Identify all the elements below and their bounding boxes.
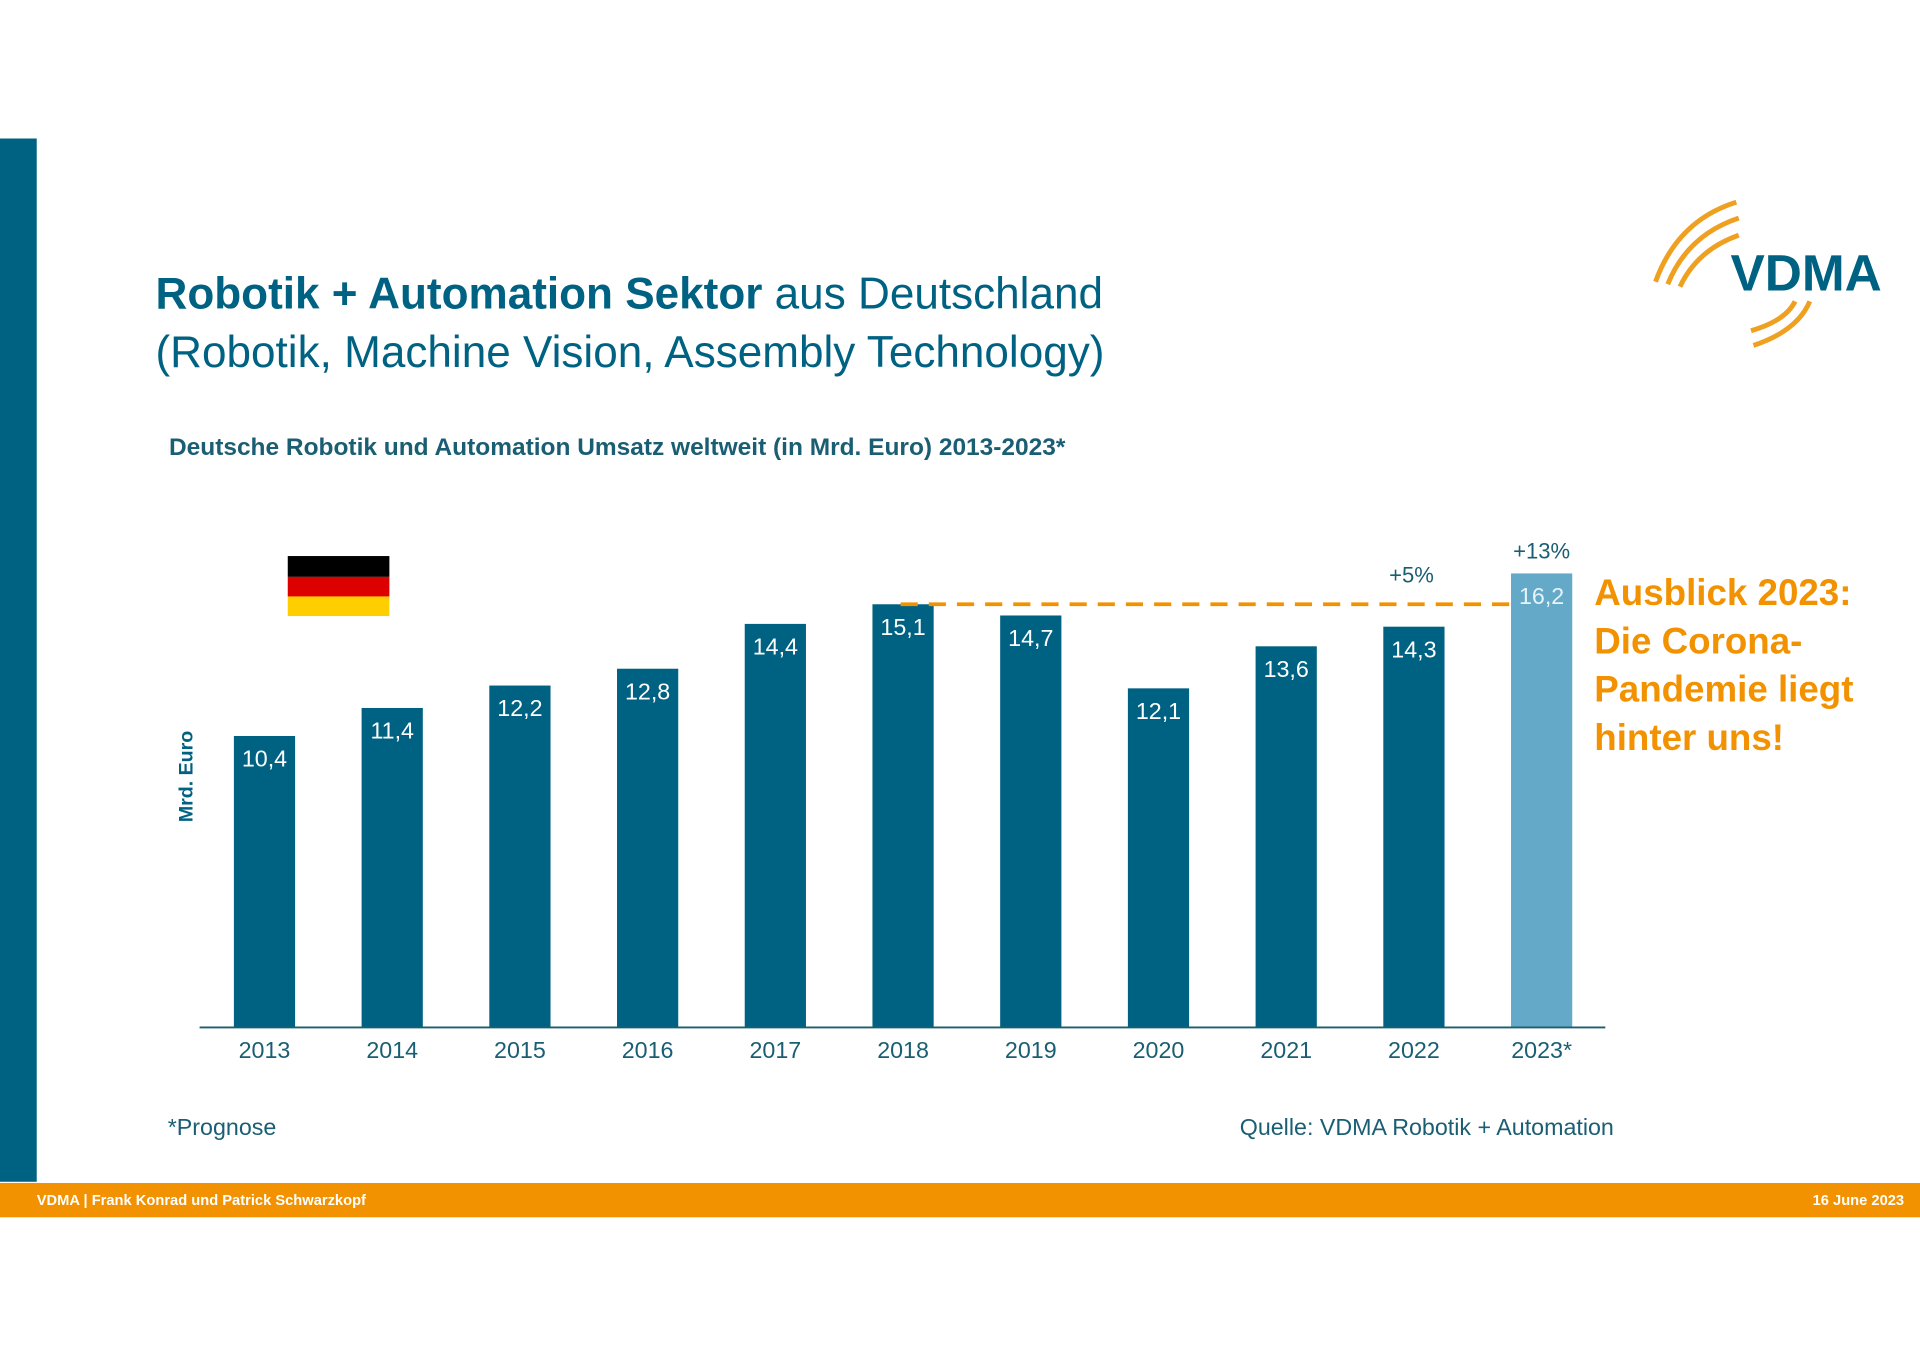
bar	[1383, 626, 1445, 1028]
logo-arc	[1752, 300, 1813, 348]
x-tick-label: 2019	[1005, 1037, 1057, 1063]
value-label: 12,2	[497, 695, 542, 721]
logo	[1653, 199, 1813, 348]
source: Quelle: VDMA Robotik + Automation	[1240, 1114, 1614, 1140]
value-label: 15,1	[880, 614, 925, 640]
x-tick-label: 2013	[239, 1037, 291, 1063]
value-label: 14,7	[1008, 625, 1053, 651]
value-label: 14,3	[1391, 636, 1436, 662]
flag-stripe	[287, 576, 390, 597]
footer-right: 16 June 2023	[1813, 1193, 1904, 1209]
outlook-text: Die Corona-	[1594, 620, 1802, 661]
bar	[1127, 688, 1190, 1028]
footer-bar	[0, 1182, 1920, 1218]
bar	[1000, 615, 1062, 1028]
y-axis-label: Mrd. Euro	[176, 731, 198, 822]
bar	[872, 604, 934, 1028]
x-tick-label: 2018	[877, 1037, 929, 1063]
value-label: 16,2	[1519, 583, 1564, 609]
slide-title: Robotik + Automation Sektor aus Deutschl…	[156, 269, 1104, 318]
flag-stripe	[287, 596, 390, 617]
title-rest: aus Deutschland	[762, 269, 1103, 318]
logo-arc	[1750, 300, 1798, 334]
x-tick-label: 2016	[622, 1037, 674, 1063]
annotation: +13%	[1513, 538, 1570, 563]
x-tick-label: 2017	[749, 1037, 801, 1063]
annotation: +5%	[1389, 563, 1434, 588]
value-label: 13,6	[1264, 656, 1309, 682]
value-label: 12,1	[1136, 698, 1181, 724]
outlook-text: Pandemie liegt	[1594, 669, 1853, 710]
outlook-text: Ausblick 2023:	[1594, 572, 1851, 613]
flag-stripe	[287, 556, 390, 577]
bar	[1255, 646, 1317, 1028]
x-tick-label: 2014	[366, 1037, 418, 1063]
logo-text: VDMA	[1730, 243, 1881, 301]
title-bold: Robotik + Automation Sektor	[156, 269, 763, 318]
bar	[361, 707, 423, 1028]
logo-arc	[1677, 232, 1740, 288]
side-bar	[0, 138, 37, 1182]
outlook-text: hinter uns!	[1594, 717, 1784, 758]
x-tick-label: 2021	[1260, 1037, 1312, 1063]
slide-title-line2: (Robotik, Machine Vision, Assembly Techn…	[156, 328, 1105, 377]
value-label: 14,4	[753, 634, 798, 660]
value-label: 12,8	[625, 678, 670, 704]
x-tick-label: 2023*	[1511, 1037, 1572, 1063]
footer-left: VDMA | Frank Konrad und Patrick Schwarzk…	[37, 1193, 366, 1209]
logo-arc	[1653, 199, 1738, 283]
bar	[744, 623, 806, 1028]
x-tick-label: 2015	[494, 1037, 546, 1063]
bar	[617, 668, 679, 1028]
x-tick-label: 2020	[1133, 1037, 1185, 1063]
x-tick-label: 2022	[1388, 1037, 1440, 1063]
bar	[233, 735, 296, 1028]
bar	[489, 685, 551, 1028]
logo-arc	[1665, 215, 1740, 286]
chart-title: Deutsche Robotik und Automation Umsatz w…	[169, 434, 1066, 461]
value-label: 11,4	[370, 718, 414, 744]
value-label: 10,4	[242, 746, 287, 772]
footnote: *Prognose	[168, 1114, 277, 1140]
bar	[1511, 573, 1573, 1028]
